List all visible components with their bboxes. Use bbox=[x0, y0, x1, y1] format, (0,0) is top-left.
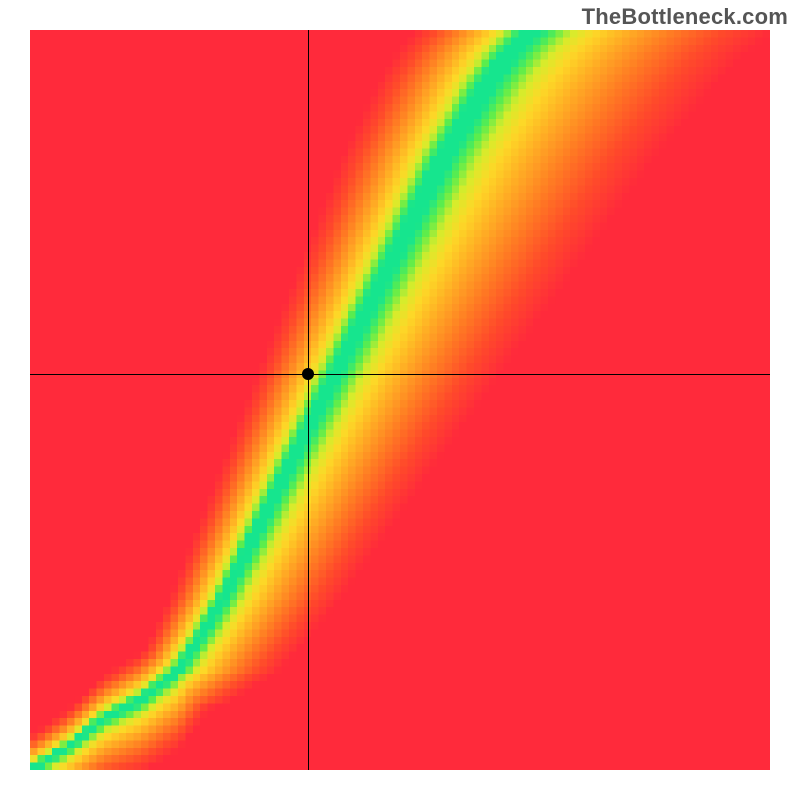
watermark-text: TheBottleneck.com bbox=[582, 4, 788, 30]
plot-area bbox=[30, 30, 770, 770]
bottleneck-heatmap-canvas bbox=[30, 30, 770, 770]
chart-container: TheBottleneck.com bbox=[0, 0, 800, 800]
